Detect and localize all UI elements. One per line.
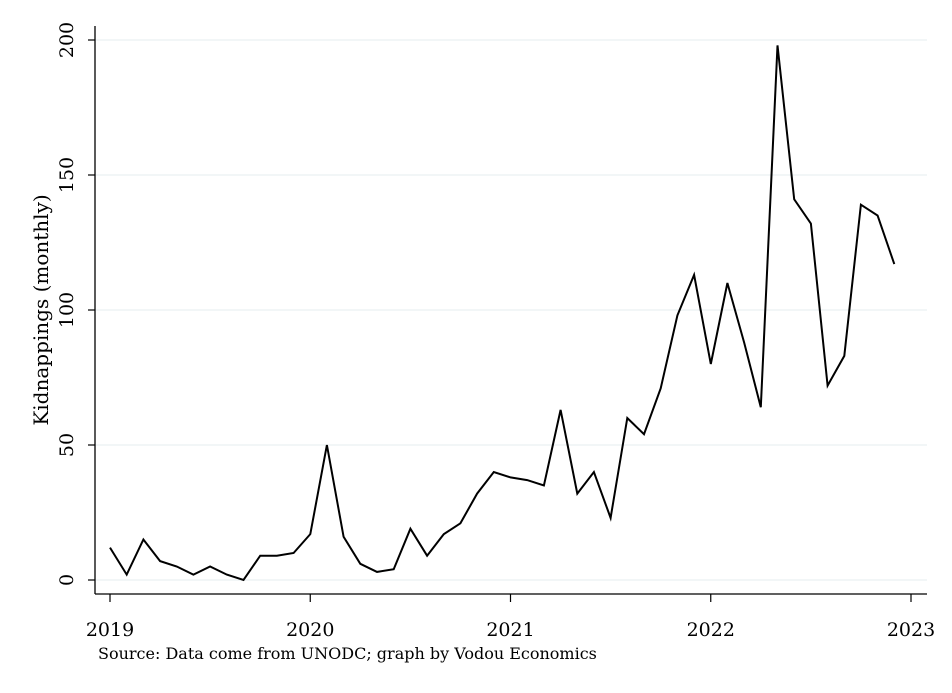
x-tick-label-2023: 2023 (887, 619, 935, 641)
x-ticks: 2019 2020 2021 2022 2023 (86, 594, 935, 641)
series-line-0 (109, 45, 896, 582)
x-tick-label-2019: 2019 (86, 619, 134, 641)
gridlines (95, 39, 927, 581)
x-tick-label-2021: 2021 (486, 619, 534, 641)
y-tick-label-50: 50 (56, 433, 78, 457)
y-ticks: 0 50 100 150 200 (56, 22, 95, 586)
y-tick-label-0: 0 (56, 574, 78, 586)
y-tick-label-200: 200 (56, 22, 78, 58)
y-tick-label-100: 100 (56, 292, 78, 328)
source-note: Source: Data come from UNODC; graph by V… (98, 644, 597, 663)
y-tick-label-150: 150 (56, 157, 78, 193)
x-tick-label-2022: 2022 (687, 619, 735, 641)
y-axis-title: Kidnappings (monthly) (29, 194, 53, 425)
series-group (109, 45, 896, 582)
x-tick-label-2020: 2020 (286, 619, 334, 641)
